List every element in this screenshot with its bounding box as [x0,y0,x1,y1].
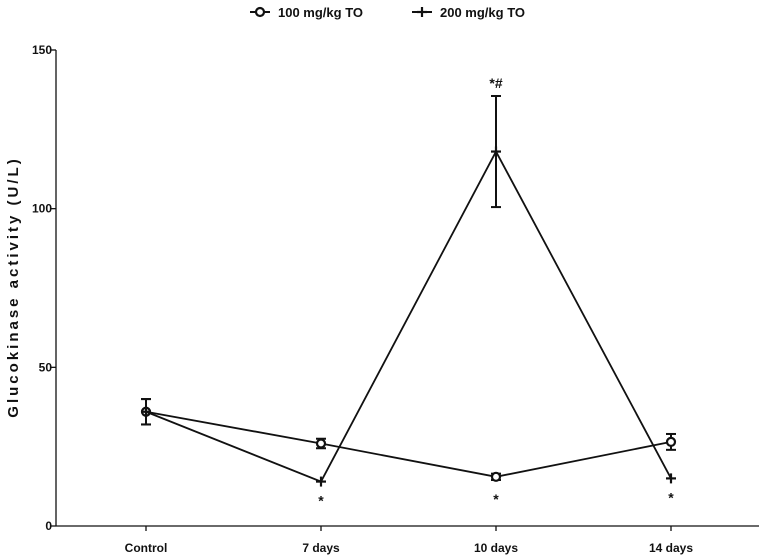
data-point [141,406,151,417]
y-tick-label: 150 [32,43,52,57]
data-point [491,146,501,157]
significance-mark: *# [489,75,502,91]
data-point [316,476,326,487]
data-point [490,471,502,482]
y-tick-label: 100 [32,202,52,216]
legend-item-1: 100 mg/kg TO [250,5,363,20]
legend-item-2: 200 mg/kg TO [412,5,525,20]
y-tick-label: 50 [39,360,53,374]
data-point [666,473,676,484]
legend: 100 mg/kg TO 200 mg/kg TO [250,5,525,20]
x-tick-label: 14 days [649,541,693,555]
axes: 0 50 100 150 Control 7 days 10 days 14 days [32,43,759,555]
x-tick-label: 7 days [302,541,340,555]
series-line [145,410,672,478]
significance-mark: * [668,489,674,505]
significance-mark: * [493,491,499,507]
series-2 [141,95,676,487]
x-tick-label: 10 days [474,541,518,555]
data-point [315,438,327,449]
significance-mark: * [318,493,324,509]
legend-marker [254,6,266,18]
legend-marker [417,7,427,17]
annotations: * *# * * [318,75,674,509]
y-axis-label: Glucokinase activity (U/L) [5,156,22,417]
legend-label: 200 mg/kg TO [440,5,525,20]
series-line [145,149,672,483]
y-tick-label: 0 [45,519,52,533]
series-layer [140,95,677,487]
data-point [665,436,677,448]
legend-label: 100 mg/kg TO [278,5,363,20]
x-tick-label: Control [125,541,168,555]
series-1 [140,398,677,482]
